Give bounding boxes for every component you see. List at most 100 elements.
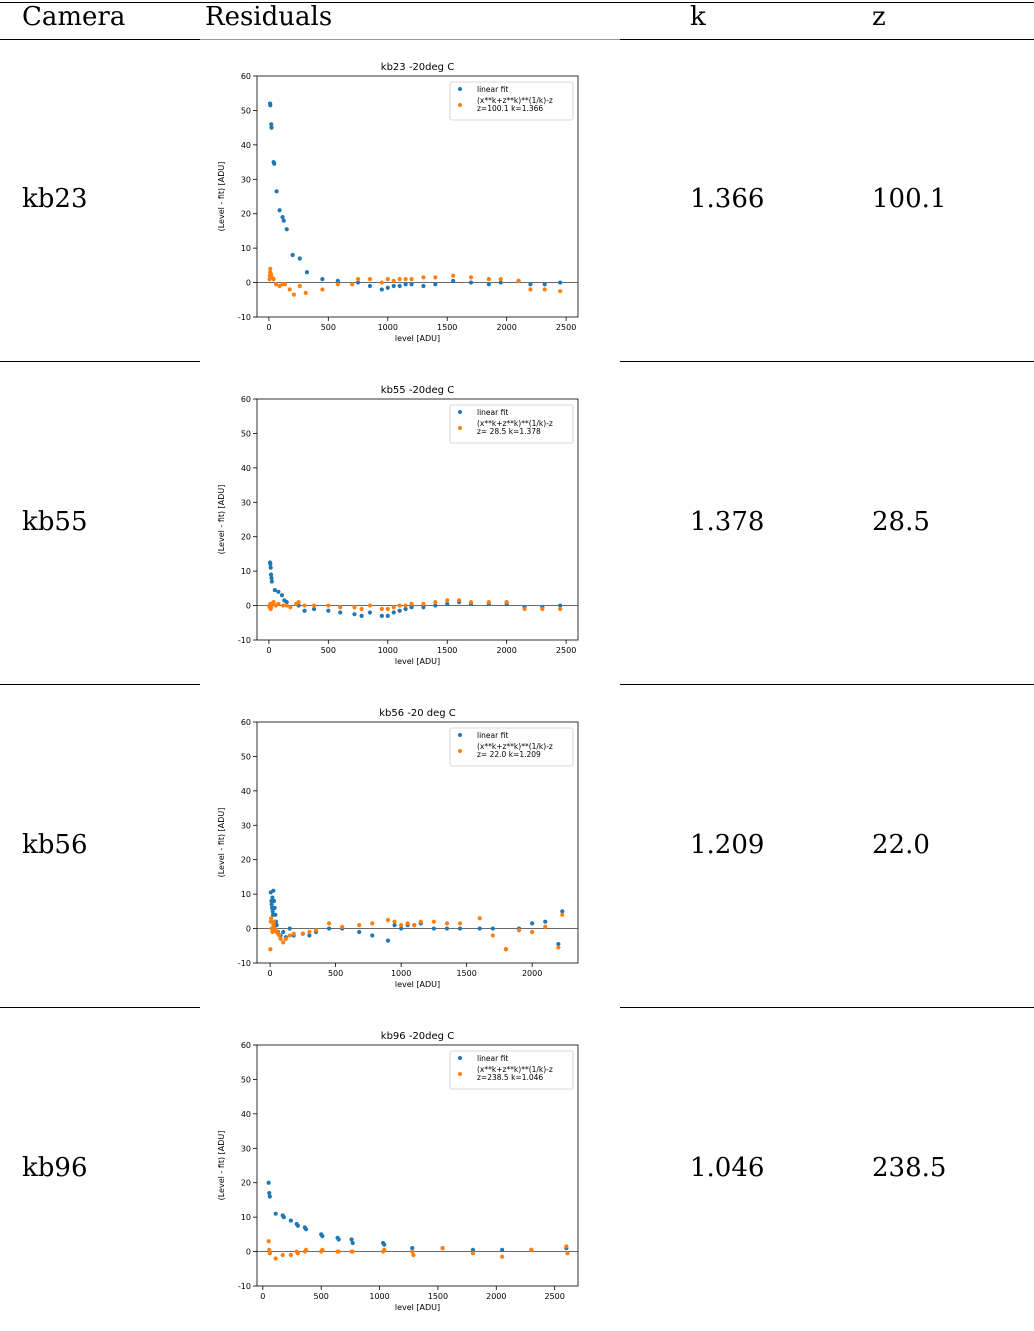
data-point-series-2 (500, 1254, 505, 1259)
legend-label: (x**k+z**k)**(1/k)-z (477, 742, 553, 751)
header-rule-right (620, 39, 1034, 40)
y-axis-label: (Level - fit) [ADU] (217, 485, 226, 555)
data-point-series-1 (433, 603, 438, 608)
y-tick-label: 10 (241, 244, 251, 253)
data-point-series-1 (272, 161, 277, 166)
data-point-series-2 (370, 921, 375, 926)
data-point-series-2 (277, 933, 282, 938)
data-point-series-2 (522, 606, 527, 612)
data-point-series-1 (276, 589, 281, 594)
legend-label: z=100.1 k=1.366 (477, 104, 543, 113)
data-point-series-2 (281, 603, 286, 608)
x-tick-label: 1500 (437, 323, 457, 332)
y-tick-label: 20 (241, 210, 251, 219)
data-point-series-2 (291, 292, 296, 297)
y-tick-label: 30 (241, 1144, 251, 1153)
data-point-series-1 (352, 612, 357, 617)
data-point-series-1 (326, 608, 331, 613)
data-point-series-2 (385, 917, 391, 923)
y-tick-label: 50 (241, 429, 251, 438)
data-point-series-1 (350, 1240, 355, 1246)
data-point-series-1 (367, 610, 373, 615)
data-point-series-1 (277, 208, 282, 213)
data-point-series-1 (444, 926, 450, 931)
data-point-series-2 (269, 916, 274, 921)
x-tick-label: 2500 (544, 1292, 564, 1301)
data-point-series-2 (271, 600, 276, 605)
data-point-series-2 (529, 1247, 534, 1252)
data-point-series-1 (543, 919, 548, 924)
data-point-series-2 (288, 1252, 293, 1258)
data-point-series-1 (392, 923, 397, 928)
data-point-series-1 (542, 282, 547, 287)
data-point-series-2 (303, 290, 308, 295)
y-tick-label: 10 (241, 890, 251, 899)
data-point-series-2 (269, 605, 274, 610)
data-point-series-2 (503, 947, 509, 952)
data-point-series-1 (307, 933, 312, 938)
data-point-series-1 (320, 1233, 325, 1239)
z-cell: 22.0 (872, 830, 930, 860)
z-cell: 238.5 (872, 1153, 947, 1183)
x-tick-label: 1000 (369, 1292, 389, 1301)
data-point-series-1 (367, 283, 373, 289)
row-rule-right (620, 684, 1034, 685)
data-point-series-1 (279, 593, 285, 598)
data-point-series-2 (410, 1249, 415, 1254)
data-point-series-1 (385, 613, 390, 618)
data-point-series-1 (397, 283, 402, 289)
data-point-series-1 (528, 282, 533, 287)
data-point-series-1 (558, 603, 563, 608)
data-point-series-2 (391, 605, 396, 610)
legend-marker (458, 749, 462, 753)
data-point-series-2 (278, 936, 283, 941)
header-rule-mid (200, 39, 620, 40)
data-point-series-2 (382, 1247, 387, 1252)
data-point-series-2 (326, 921, 332, 926)
data-point-series-2 (268, 947, 273, 952)
data-point-series-2 (350, 1249, 355, 1254)
data-point-series-2 (379, 606, 384, 612)
data-point-series-2 (418, 919, 423, 924)
legend-marker (458, 733, 462, 737)
data-point-series-2 (468, 600, 474, 605)
y-tick-label: 50 (241, 106, 251, 115)
y-tick-label: 30 (241, 821, 251, 830)
data-point-series-1 (409, 282, 414, 287)
data-point-series-1 (320, 277, 325, 282)
data-point-series-2 (313, 928, 319, 933)
data-point-series-2 (268, 271, 274, 277)
data-point-series-2 (311, 603, 317, 608)
data-point-series-1 (267, 1190, 272, 1196)
plot-frame (256, 1044, 579, 1287)
y-tick-label: 0 (246, 925, 251, 934)
data-point-series-1 (498, 280, 503, 285)
data-point-series-1 (359, 613, 364, 618)
y-axis-label: (Level - fit) [ADU] (217, 1131, 226, 1201)
x-tick-label: 500 (328, 969, 343, 978)
data-point-series-2 (283, 936, 288, 941)
data-point-series-1 (451, 278, 456, 283)
data-point-series-1 (470, 1247, 476, 1252)
data-point-series-2 (528, 287, 533, 292)
data-point-series-2 (352, 605, 357, 610)
data-point-series-1 (477, 926, 482, 931)
data-point-series-2 (385, 606, 390, 612)
y-tick-label: -10 (238, 636, 251, 645)
data-point-series-1 (403, 606, 408, 612)
x-tick-label: 0 (266, 646, 271, 655)
data-point-series-2 (273, 282, 279, 287)
data-point-series-1 (530, 921, 535, 926)
legend-box (449, 1050, 574, 1090)
data-point-series-2 (409, 601, 414, 606)
data-point-series-1 (385, 938, 391, 943)
data-point-series-1 (303, 1227, 309, 1232)
data-point-series-1 (403, 282, 408, 287)
data-point-series-2 (565, 1251, 570, 1256)
data-point-series-1 (272, 587, 277, 593)
data-point-series-2 (280, 1252, 285, 1258)
residual-plot-kb56: kb56 -20 deg C -10 0 10 20 30 40 50 60 0 500 1000 15… (217, 708, 579, 989)
data-point-series-2 (302, 603, 307, 608)
data-point-series-1 (297, 256, 302, 261)
data-point-series-2 (357, 923, 362, 928)
